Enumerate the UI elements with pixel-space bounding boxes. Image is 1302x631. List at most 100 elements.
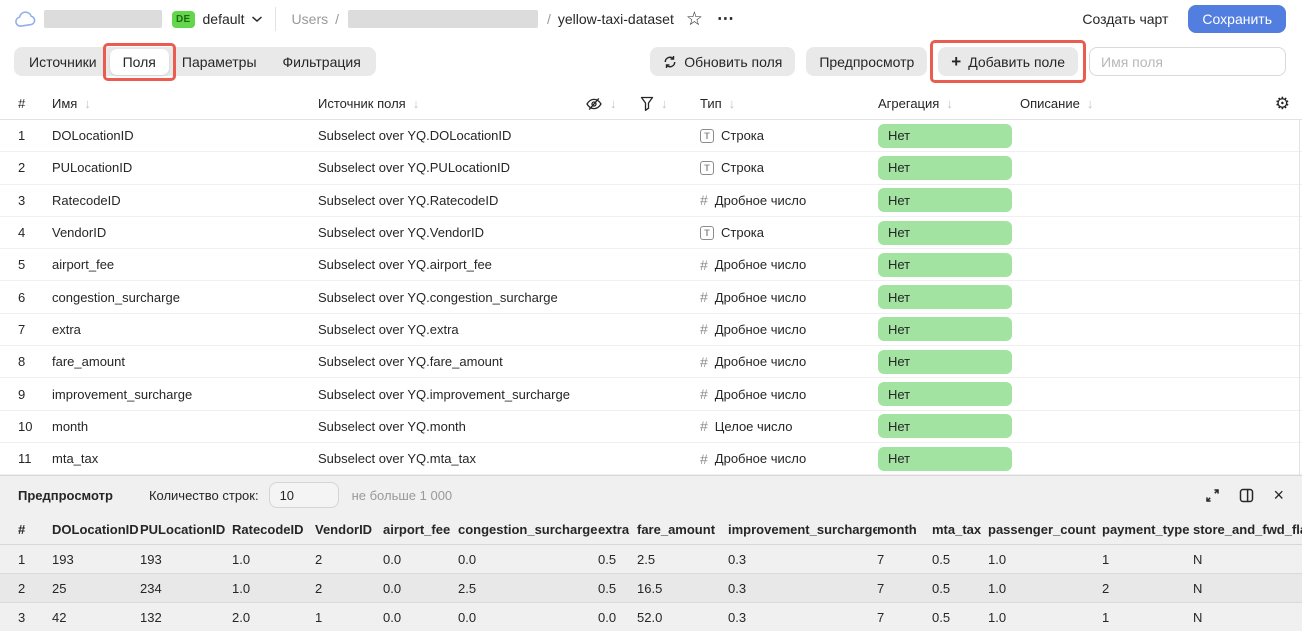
column-header-visibility[interactable]: ↓	[585, 95, 640, 113]
field-type-label: Дробное число	[714, 321, 807, 337]
field-row[interactable]: 10 month Subselect over YQ.month # Целое чис…	[0, 411, 1302, 443]
sort-down-icon: ↓	[412, 96, 420, 111]
ellipsis-menu-icon[interactable]: ⋯	[716, 9, 735, 28]
column-header-filter[interactable]: ↓	[640, 96, 700, 111]
row-count-input[interactable]	[268, 482, 339, 508]
field-type-label: Дробное число	[714, 354, 807, 370]
field-row[interactable]: 3 RatecodeID Subselect over YQ.RatecodeID #…	[0, 185, 1302, 217]
aggregation-badge[interactable]: Нет	[878, 414, 1012, 439]
column-header-name-label: Имя	[52, 96, 78, 111]
field-type: # Целое число	[700, 418, 878, 434]
preview-cell: N	[1193, 580, 1203, 596]
field-row[interactable]: 6 congestion_surcharge Subselect over YQ.c…	[0, 281, 1302, 314]
add-field-button[interactable]: + Добавить поле	[938, 47, 1078, 76]
number-type-icon: #	[700, 289, 708, 306]
field-index: 4	[18, 225, 26, 241]
workspace-name-redacted[interactable]	[44, 10, 162, 28]
field-index: 11	[18, 451, 32, 467]
preview-toggle-button[interactable]: Предпросмотр	[806, 47, 928, 76]
dataset-toolbar: Источники Поля Параметры Фильтрация Обно…	[0, 38, 1302, 88]
sort-down-icon: ↓	[946, 96, 953, 111]
field-name-search-input[interactable]	[1089, 47, 1286, 76]
number-type-icon: #	[700, 418, 708, 435]
column-header-type[interactable]: Тип ↓	[700, 96, 878, 111]
tab-fields[interactable]: Поля	[102, 42, 176, 81]
field-row[interactable]: 5 airport_fee Subselect over YQ.airport_fe…	[0, 249, 1302, 282]
scrollbar-track[interactable]	[1299, 120, 1300, 475]
create-chart-button[interactable]: Создать чарт	[1082, 11, 1169, 27]
preview-column-header: extra	[598, 521, 630, 537]
preview-row: 3 42 132 2.0 1 0.0 0.0 0.0 52.0 0.3 7 0.5 1.0 1 N	[0, 603, 1302, 631]
field-index: 6	[18, 289, 26, 305]
preview-column-header: month	[877, 521, 917, 537]
chevron-down-icon[interactable]	[251, 15, 263, 23]
aggregation-badge[interactable]: Нет	[878, 349, 1012, 374]
preview-cell: 2.5	[637, 551, 656, 567]
field-row[interactable]: 1 DOLocationID Subselect over YQ.DOLocatio…	[0, 120, 1302, 153]
preview-column-header: RatecodeID	[232, 521, 304, 537]
env-selector[interactable]: default	[202, 11, 245, 27]
number-type-icon: #	[700, 450, 708, 467]
aggregation-badge[interactable]: Нет	[878, 155, 1012, 180]
refresh-fields-button[interactable]: Обновить поля	[650, 47, 796, 76]
field-name: mta_tax	[52, 451, 99, 467]
preview-column-header: #	[18, 521, 26, 537]
field-index: 10	[18, 418, 33, 434]
preview-cell: 3	[18, 609, 26, 625]
column-header-index: #	[18, 96, 26, 111]
field-name: extra	[52, 321, 81, 337]
aggregation-badge[interactable]: Нет	[878, 188, 1012, 213]
field-source: Subselect over YQ.congestion_surcharge	[318, 289, 558, 305]
column-header-source[interactable]: Источник поля ↓	[318, 96, 585, 111]
field-index: 7	[18, 321, 26, 337]
breadcrumb-folder-redacted[interactable]	[348, 10, 538, 28]
column-header-type-label: Тип	[700, 96, 722, 111]
star-favorite-icon[interactable]: ☆	[685, 8, 703, 30]
aggregation-badge[interactable]: Нет	[878, 252, 1012, 277]
column-header-aggregation[interactable]: Агрегация ↓	[878, 96, 1020, 111]
column-header-description[interactable]: Описание ↓	[1020, 96, 1270, 111]
aggregation-badge[interactable]: Нет	[878, 285, 1012, 310]
tab-parameters[interactable]: Параметры	[181, 53, 257, 70]
field-type: # Дробное число	[700, 354, 878, 370]
close-preview-icon[interactable]: ×	[1273, 485, 1284, 505]
field-row[interactable]: 9 improvement_surcharge Subselect over YQ.…	[0, 378, 1302, 411]
tab-sources[interactable]: Источники	[29, 53, 97, 70]
preview-cell: 0.0	[383, 609, 402, 625]
field-row[interactable]: 4 VendorID Subselect over YQ.VendorID T Стро…	[0, 217, 1302, 250]
split-view-icon[interactable]	[1239, 488, 1254, 503]
expand-preview-icon[interactable]	[1205, 488, 1220, 503]
field-aggregation-cell: Нет	[878, 220, 1020, 245]
aggregation-badge[interactable]: Нет	[878, 123, 1012, 148]
preview-column-header: improvement_surcharge	[728, 521, 877, 537]
field-row[interactable]: 11 mta_tax Subselect over YQ.mta_tax # Дробн…	[0, 443, 1302, 475]
sort-down-icon: ↓	[84, 96, 91, 111]
preview-cell: 193	[140, 551, 162, 567]
string-type-icon: T	[700, 160, 714, 175]
tab-filtering[interactable]: Фильтрация	[282, 53, 361, 70]
aggregation-badge[interactable]: Нет	[878, 382, 1012, 407]
field-row[interactable]: 2 PULocationID Subselect over YQ.PULocatio…	[0, 152, 1302, 185]
field-row[interactable]: 8 fare_amount Subselect over YQ.fare_amoun…	[0, 346, 1302, 379]
aggregation-badge[interactable]: Нет	[878, 317, 1012, 342]
preview-panel: Предпросмотр Количество строк: не больше…	[0, 475, 1302, 631]
preview-cell: 234	[140, 580, 162, 596]
column-header-name[interactable]: Имя ↓	[52, 96, 318, 111]
preview-cell: 193	[52, 551, 74, 567]
aggregation-badge[interactable]: Нет	[878, 446, 1012, 471]
aggregation-badge[interactable]: Нет	[878, 220, 1012, 245]
number-type-icon: #	[700, 353, 708, 370]
preview-header: Предпросмотр Количество строк: не больше…	[0, 476, 1302, 514]
gear-icon[interactable]: ⚙	[1274, 95, 1290, 112]
field-type-label: Строка	[721, 128, 765, 144]
field-row[interactable]: 7 extra Subselect over YQ.extra # Дробное чи…	[0, 314, 1302, 347]
field-aggregation-cell: Нет	[878, 382, 1020, 407]
refresh-fields-label: Обновить поля	[684, 53, 783, 70]
save-button[interactable]: Сохранить	[1188, 5, 1286, 33]
breadcrumb-root[interactable]: Users	[291, 11, 329, 27]
breadcrumb-separator: /	[547, 11, 551, 27]
preview-cell: N	[1193, 551, 1203, 567]
preview-cell: 1	[1102, 609, 1110, 625]
cloud-icon	[14, 10, 36, 28]
field-aggregation-cell: Нет	[878, 155, 1020, 180]
